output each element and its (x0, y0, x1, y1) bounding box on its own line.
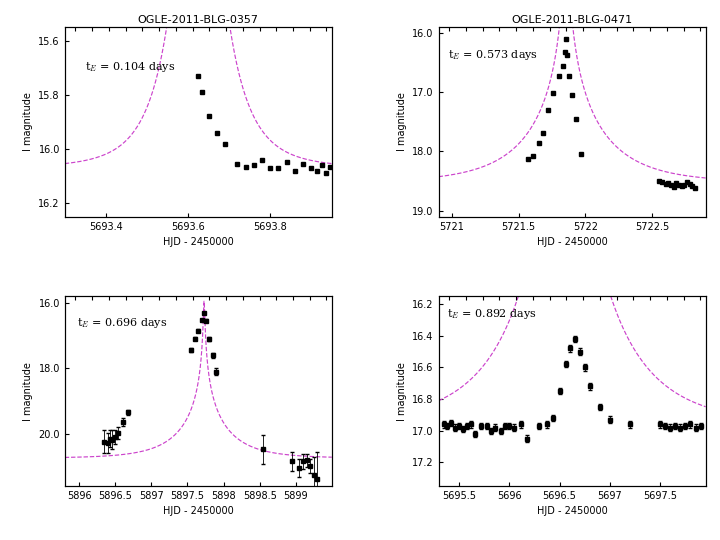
X-axis label: HJD - 2450000: HJD - 2450000 (536, 507, 608, 516)
Text: t$_E$ = 0.104 days: t$_E$ = 0.104 days (86, 59, 176, 73)
Y-axis label: I magnitude: I magnitude (23, 92, 33, 151)
Y-axis label: I magnitude: I magnitude (397, 362, 407, 421)
Text: t$_E$ = 0.892 days: t$_E$ = 0.892 days (446, 307, 536, 321)
Text: t$_E$ = 0.573 days: t$_E$ = 0.573 days (448, 48, 538, 62)
X-axis label: HJD - 2450000: HJD - 2450000 (163, 237, 234, 247)
Y-axis label: I magnitude: I magnitude (397, 92, 407, 151)
Text: t$_E$ = 0.696 days: t$_E$ = 0.696 days (77, 316, 168, 330)
Title: OGLE-2011-BLG-0471: OGLE-2011-BLG-0471 (511, 15, 633, 25)
Y-axis label: I magnitude: I magnitude (23, 362, 33, 421)
Title: OGLE-2011-BLG-0357: OGLE-2011-BLG-0357 (138, 15, 258, 25)
X-axis label: HJD - 2450000: HJD - 2450000 (536, 237, 608, 247)
X-axis label: HJD - 2450000: HJD - 2450000 (163, 507, 234, 516)
